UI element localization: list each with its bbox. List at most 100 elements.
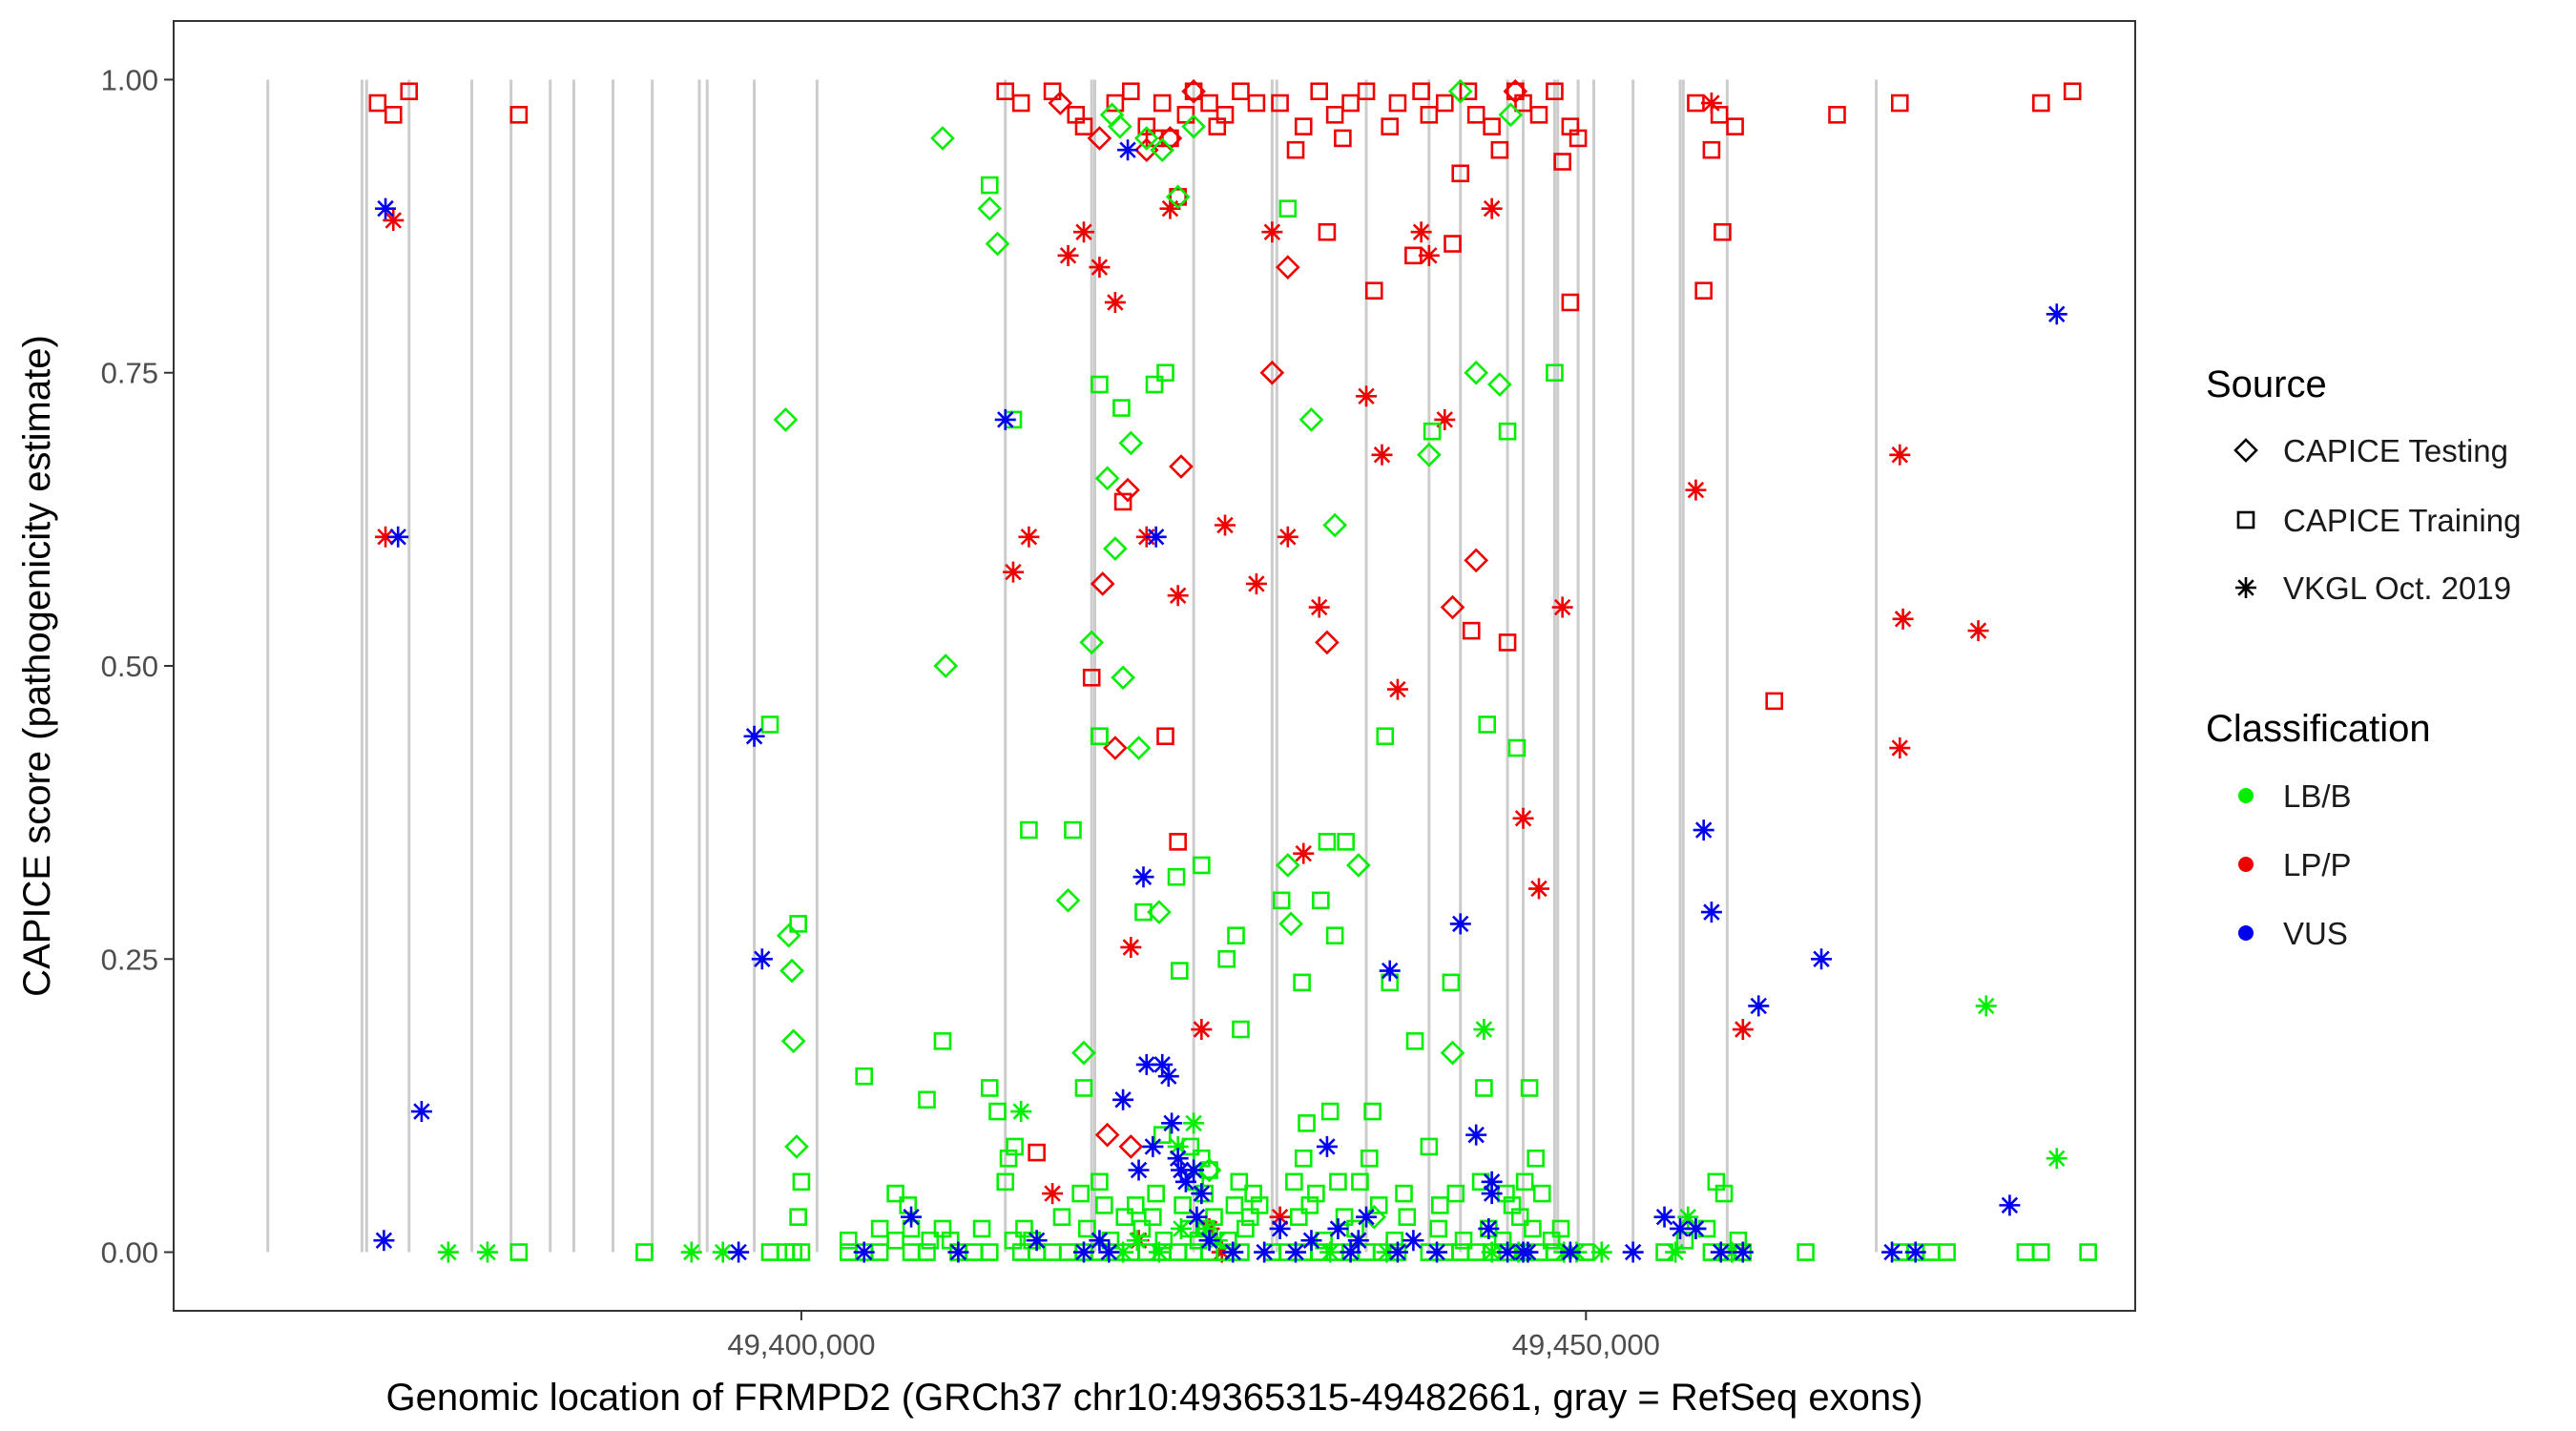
data-point [1444, 235, 1462, 253]
data-point [1004, 1231, 1023, 1250]
data-point [1446, 1184, 1465, 1203]
data-point [1481, 197, 1503, 219]
data-point [1020, 820, 1038, 840]
data-point [375, 526, 397, 548]
data-point [1126, 1196, 1145, 1214]
data-point [1447, 78, 1473, 104]
data-point [1710, 106, 1729, 124]
data-point [1532, 1184, 1551, 1203]
data-point [1670, 1217, 1692, 1239]
data-point [1498, 422, 1517, 441]
data-point [1167, 1135, 1189, 1157]
data-point [1714, 1184, 1734, 1203]
data-point [1402, 1230, 1424, 1252]
data-point [1316, 1135, 1338, 1157]
data-point [1732, 1241, 1754, 1263]
data-point [855, 1067, 874, 1086]
data-point [1018, 526, 1040, 548]
data-point [1135, 1053, 1157, 1075]
data-point [1590, 1241, 1612, 1263]
data-point [1490, 140, 1509, 159]
x-axis: 49,400,000 49,450,000 [727, 1311, 1660, 1361]
data-point [1434, 408, 1456, 430]
data-point [1559, 1241, 1581, 1263]
data-point [1236, 1219, 1255, 1238]
data-point [1345, 853, 1371, 878]
data-point [1134, 902, 1153, 922]
data-point [901, 1206, 923, 1228]
data-point [1079, 630, 1105, 655]
data-point [1312, 891, 1330, 910]
data-point [476, 1241, 498, 1263]
x-axis-title: Genomic location of FRMPD2 (GRCh37 chr10… [386, 1377, 1923, 1419]
data-point [1515, 1172, 1534, 1192]
data-point [773, 407, 799, 432]
data-point [930, 126, 955, 151]
data-point [1568, 129, 1588, 148]
data-point [1128, 1159, 1150, 1181]
data-point [985, 231, 1010, 257]
data-point [1269, 1217, 1291, 1239]
data-point [1420, 1137, 1439, 1156]
data-point [886, 1231, 904, 1250]
data-point [1320, 1102, 1340, 1121]
data-point [789, 915, 807, 933]
data-point [1169, 188, 1187, 206]
data-point [1386, 678, 1408, 700]
data-point [1278, 911, 1303, 937]
data-point [1285, 1241, 1307, 1263]
data-point [1272, 891, 1291, 910]
legend-item-lpp: LP/P [2283, 847, 2352, 882]
data-point [1503, 78, 1528, 104]
data-point [1677, 1206, 1699, 1228]
data-point [988, 1102, 1007, 1121]
data-point [980, 1079, 999, 1097]
data-point [1174, 1171, 1196, 1192]
data-point [1351, 1172, 1369, 1192]
data-point [1420, 106, 1439, 124]
data-point [1244, 1184, 1262, 1203]
data-point [1071, 1184, 1090, 1203]
data-point [1721, 1241, 1743, 1263]
data-point [1483, 117, 1501, 135]
data-point [947, 1241, 969, 1263]
data-point [1091, 727, 1109, 746]
data-point [1451, 164, 1470, 183]
data-point [1327, 1217, 1349, 1239]
data-point [1091, 375, 1109, 394]
data-point [383, 209, 405, 231]
data-point [996, 82, 1015, 101]
data-point [1275, 853, 1300, 878]
legend-source-keys [2233, 438, 2258, 598]
data-point [1275, 255, 1300, 280]
data-point [1183, 1159, 1205, 1181]
data-point [789, 1208, 807, 1226]
y-tick-label: 0.50 [101, 650, 158, 683]
data-point [1551, 1219, 1570, 1238]
legend-item-vus: VUS [2283, 916, 2348, 951]
data-point [1412, 82, 1430, 101]
legend-title-classification: Classification [2206, 708, 2431, 750]
data-point [1117, 139, 1139, 161]
data-point [1165, 184, 1191, 210]
data-point [1107, 114, 1132, 139]
data-point [1811, 948, 1833, 970]
data-point [1498, 102, 1524, 128]
data-point [1074, 117, 1093, 135]
data-point [1261, 221, 1283, 243]
data-point [933, 1032, 952, 1050]
data-point [1892, 608, 1914, 630]
data-point [1524, 1219, 1542, 1238]
data-point [1181, 114, 1206, 139]
data-point [1938, 1243, 1956, 1261]
legend-item-vkgl: VKGL Oct. 2019 [2283, 570, 2511, 606]
data-point [509, 106, 529, 124]
data-point [1322, 512, 1347, 538]
data-point [1091, 1172, 1109, 1192]
data-point [918, 1090, 936, 1110]
data-point [1122, 82, 1140, 101]
data-point [1527, 878, 1549, 900]
data-point [1546, 82, 1564, 101]
legend-key-square [2236, 510, 2255, 529]
y-tick-label: 0.00 [101, 1236, 158, 1270]
